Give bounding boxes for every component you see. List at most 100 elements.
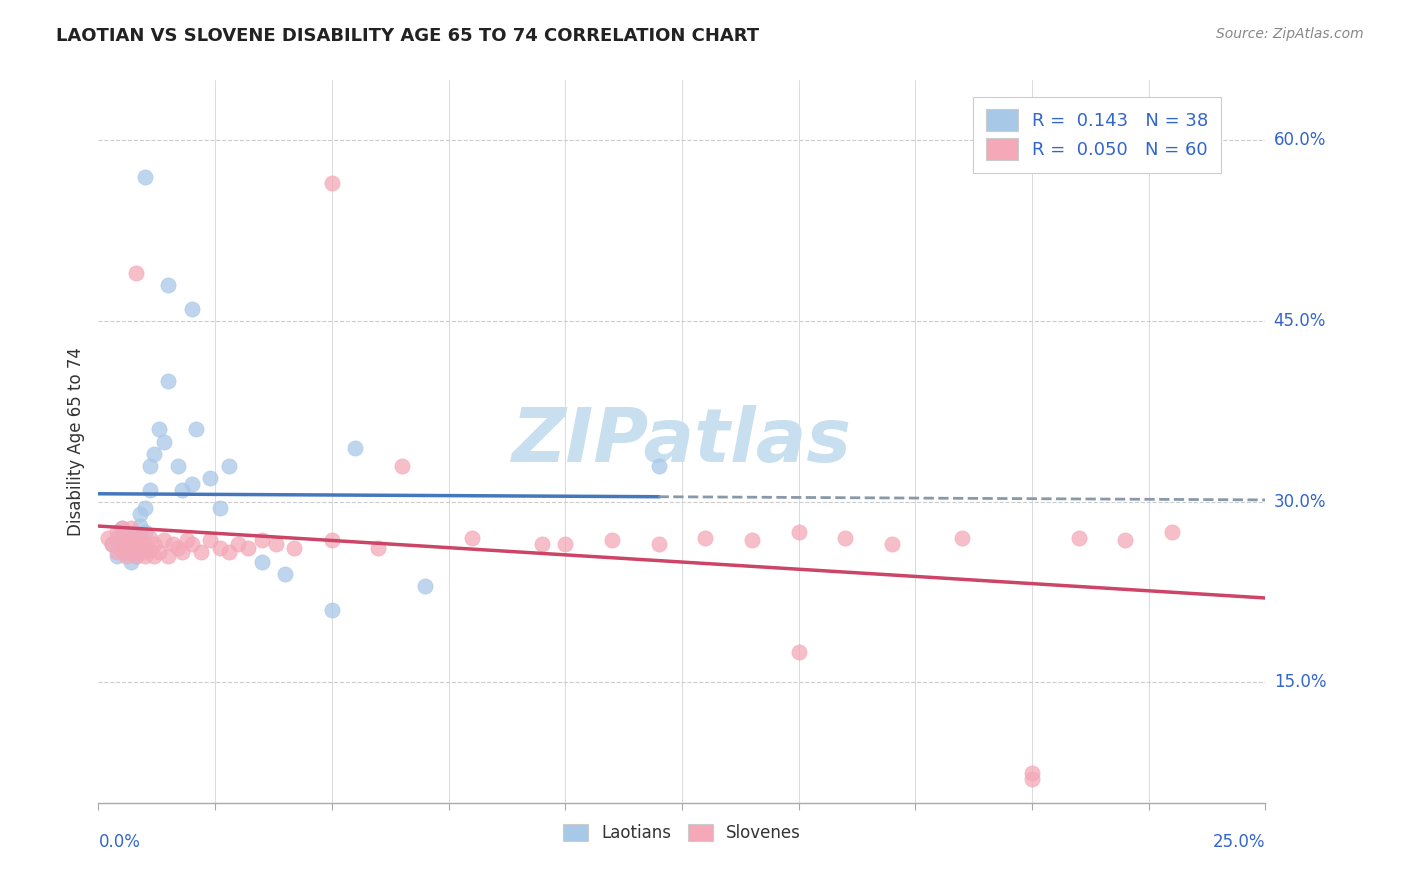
Point — [176, 533, 198, 548]
Point — [250, 533, 273, 548]
Point — [139, 458, 162, 473]
Point — [321, 533, 343, 548]
Text: LAOTIAN VS SLOVENE DISABILITY AGE 65 TO 74 CORRELATION CHART: LAOTIAN VS SLOVENE DISABILITY AGE 65 TO … — [56, 27, 759, 45]
Point — [111, 521, 134, 535]
Point — [200, 470, 222, 484]
Point — [152, 434, 174, 449]
Point — [834, 531, 856, 545]
Point — [120, 533, 142, 548]
Point — [208, 541, 231, 555]
Point — [139, 542, 162, 557]
Point — [129, 537, 152, 551]
Point — [105, 531, 128, 545]
Point — [172, 545, 194, 559]
Point — [134, 169, 156, 184]
Point — [166, 541, 188, 555]
Point — [283, 541, 305, 555]
Point — [695, 531, 717, 545]
Point — [101, 537, 124, 551]
Point — [172, 483, 194, 497]
Point — [1114, 533, 1136, 548]
Point — [1067, 531, 1090, 545]
Point — [101, 537, 124, 551]
Point — [180, 476, 202, 491]
Point — [129, 507, 152, 521]
Point — [105, 549, 128, 563]
Point — [600, 533, 623, 548]
Point — [120, 521, 142, 535]
Point — [200, 533, 222, 548]
Point — [228, 537, 250, 551]
Point — [134, 549, 156, 563]
Text: ZIPatlas: ZIPatlas — [512, 405, 852, 478]
Point — [391, 458, 413, 473]
Point — [125, 528, 148, 542]
Point — [186, 423, 208, 437]
Point — [157, 277, 180, 292]
Point — [143, 549, 166, 563]
Point — [120, 555, 142, 569]
Point — [321, 603, 343, 617]
Point — [125, 549, 148, 563]
Point — [166, 458, 188, 473]
Text: 30.0%: 30.0% — [1274, 492, 1326, 511]
Point — [321, 176, 343, 190]
Point — [950, 531, 973, 545]
Point — [105, 524, 128, 539]
Point — [115, 549, 138, 563]
Point — [134, 545, 156, 559]
Point — [157, 374, 180, 388]
Point — [120, 545, 142, 559]
Text: 45.0%: 45.0% — [1274, 312, 1326, 330]
Point — [143, 537, 166, 551]
Point — [264, 537, 287, 551]
Point — [125, 549, 148, 563]
Text: 0.0%: 0.0% — [98, 833, 141, 851]
Point — [115, 537, 138, 551]
Point — [647, 537, 669, 551]
Legend: Laotians, Slovenes: Laotians, Slovenes — [557, 817, 807, 848]
Point — [115, 545, 138, 559]
Point — [236, 541, 259, 555]
Text: 25.0%: 25.0% — [1213, 833, 1265, 851]
Point — [134, 524, 156, 539]
Point — [787, 524, 810, 539]
Point — [143, 446, 166, 460]
Point — [148, 545, 170, 559]
Point — [880, 537, 903, 551]
Point — [139, 531, 162, 545]
Point — [1021, 765, 1043, 780]
Point — [647, 458, 669, 473]
Point — [1021, 772, 1043, 786]
Point — [208, 500, 231, 515]
Point — [125, 541, 148, 555]
Point — [129, 528, 152, 542]
Point — [125, 537, 148, 551]
Point — [741, 533, 763, 548]
Point — [250, 555, 273, 569]
Point — [787, 645, 810, 659]
Point — [1161, 524, 1184, 539]
Point — [218, 458, 240, 473]
Point — [111, 542, 134, 557]
Point — [157, 549, 180, 563]
Point — [139, 483, 162, 497]
Text: 60.0%: 60.0% — [1274, 131, 1326, 150]
Point — [120, 531, 142, 545]
Point — [461, 531, 484, 545]
Point — [530, 537, 553, 551]
Point — [218, 545, 240, 559]
Point — [125, 266, 148, 280]
Point — [190, 545, 212, 559]
Point — [180, 537, 202, 551]
Point — [105, 545, 128, 559]
Point — [115, 537, 138, 551]
Point — [162, 537, 184, 551]
Point — [344, 441, 367, 455]
Text: 15.0%: 15.0% — [1274, 673, 1326, 691]
Point — [152, 533, 174, 548]
Point — [111, 521, 134, 535]
Point — [134, 500, 156, 515]
Point — [413, 579, 436, 593]
Point — [367, 541, 389, 555]
